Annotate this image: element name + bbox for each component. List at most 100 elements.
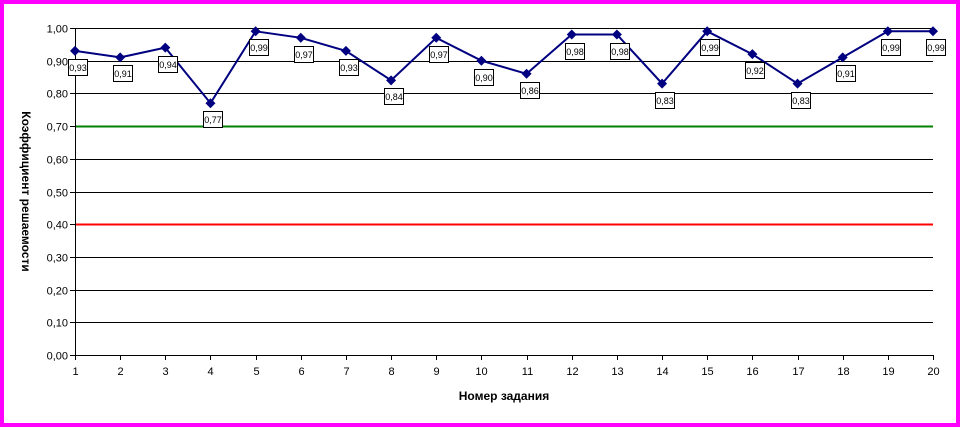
data-label-box bbox=[836, 65, 856, 82]
data-point bbox=[205, 98, 216, 109]
x-tick-label: 6 bbox=[298, 366, 304, 378]
data-label-box bbox=[294, 46, 314, 63]
y-tick-label: 0,30 bbox=[47, 253, 68, 265]
x-tick-label: 2 bbox=[117, 366, 123, 378]
x-tick-label: 16 bbox=[746, 366, 758, 378]
data-label-text: 0,84 bbox=[385, 92, 403, 102]
series-line bbox=[74, 30, 933, 105]
data-label-box bbox=[339, 59, 359, 76]
x-tick-label: 3 bbox=[162, 366, 168, 378]
data-label-box bbox=[429, 46, 449, 63]
y-tick-label: 0,50 bbox=[47, 188, 68, 200]
x-tick-label: 9 bbox=[433, 366, 439, 378]
data-point bbox=[928, 26, 938, 37]
y-tick-label: 0,80 bbox=[47, 89, 68, 101]
data-label-text: 0,86 bbox=[521, 86, 539, 96]
data-label: 0,98 bbox=[610, 43, 630, 60]
data-label-text: 0,90 bbox=[475, 73, 493, 83]
data-label: 0,99 bbox=[926, 39, 946, 56]
data-label: 0,99 bbox=[881, 39, 901, 56]
data-label: 0,77 bbox=[203, 111, 223, 128]
x-tick-label: 5 bbox=[253, 366, 259, 378]
gridlines bbox=[75, 28, 933, 323]
y-tick-label: 0,40 bbox=[47, 220, 68, 232]
data-label-text: 0,98 bbox=[566, 47, 584, 57]
data-label-text: 0,91 bbox=[114, 69, 132, 79]
y-tick-labels: 0,00 0,10 0,20 0,30 0,40 0,50 0,60 0,70 0,80 0,90… bbox=[47, 24, 75, 363]
data-label-text: 0,99 bbox=[701, 43, 719, 53]
x-tick-labels: 1 2 3 4 5 6 7 8 9 10 11 12 13 14 15 16 17 18 19 20 bbox=[72, 355, 940, 378]
y-tick-label: 0,10 bbox=[47, 318, 68, 330]
data-label-box bbox=[384, 88, 404, 105]
data-label-text: 0,99 bbox=[927, 43, 945, 53]
data-label-box bbox=[113, 65, 133, 82]
data-label-text: 0,77 bbox=[204, 115, 222, 125]
data-label: 0,94 bbox=[158, 56, 178, 73]
data-label-text: 0,98 bbox=[611, 47, 629, 57]
data-label-box bbox=[203, 111, 223, 128]
y-axis-title: Коэффициент решаемости bbox=[19, 111, 33, 271]
data-label-box bbox=[745, 62, 765, 79]
data-label-box bbox=[565, 43, 585, 60]
data-point bbox=[70, 45, 80, 56]
x-tick-label: 15 bbox=[701, 366, 713, 378]
x-tick-label: 8 bbox=[388, 366, 394, 378]
data-label: 0,99 bbox=[700, 39, 720, 56]
x-tick-label: 7 bbox=[343, 366, 349, 378]
y-tick-label: 0,00 bbox=[47, 351, 68, 363]
axes bbox=[70, 28, 933, 360]
data-label: 0,83 bbox=[791, 92, 811, 109]
data-label: 0,83 bbox=[655, 92, 675, 109]
data-point bbox=[702, 26, 713, 37]
data-point bbox=[792, 78, 803, 89]
data-point bbox=[386, 75, 397, 86]
x-tick-label: 11 bbox=[522, 366, 533, 378]
data-point bbox=[521, 68, 532, 79]
data-point bbox=[837, 52, 848, 63]
x-tick-label: 20 bbox=[927, 366, 939, 378]
y-tick-label: 0,90 bbox=[47, 57, 68, 69]
data-label-box bbox=[249, 39, 269, 56]
y-tick-label: 1,00 bbox=[47, 24, 68, 36]
series-polyline bbox=[74, 30, 933, 105]
data-label-text: 0,91 bbox=[837, 69, 855, 79]
data-label: 0,91 bbox=[113, 65, 133, 82]
x-tick-label: 13 bbox=[611, 366, 623, 378]
data-point bbox=[882, 26, 893, 37]
data-label-text: 0,97 bbox=[430, 50, 448, 60]
data-label-text: 0,99 bbox=[250, 43, 268, 53]
data-label-box bbox=[655, 92, 675, 109]
data-points bbox=[70, 26, 938, 109]
data-label-box bbox=[926, 39, 946, 56]
data-point bbox=[611, 29, 622, 40]
y-tick-label: 0,20 bbox=[47, 286, 68, 298]
data-label: 0,91 bbox=[836, 65, 856, 82]
data-label-box bbox=[520, 82, 540, 99]
data-label-box bbox=[700, 39, 720, 56]
data-label: 0,90 bbox=[474, 69, 494, 86]
data-point bbox=[747, 49, 758, 60]
y-tick-label: 0,70 bbox=[47, 122, 68, 134]
x-tick-label: 12 bbox=[566, 366, 578, 378]
data-label: 0,92 bbox=[745, 62, 765, 79]
y-tick-label: 0,60 bbox=[47, 155, 68, 167]
line-chart: 0,00 0,10 0,20 0,30 0,40 0,50 0,60 0,70 0,80 0,90… bbox=[19, 24, 946, 403]
data-point bbox=[340, 45, 351, 56]
data-label-text: 0,94 bbox=[159, 60, 177, 70]
data-label-text: 0,92 bbox=[746, 66, 764, 76]
x-tick-label: 19 bbox=[882, 366, 894, 378]
data-label: 0,86 bbox=[520, 82, 540, 99]
data-label: 0,99 bbox=[249, 39, 269, 56]
data-label-text: 0,97 bbox=[295, 50, 313, 60]
data-label-text: 0,93 bbox=[340, 63, 358, 73]
reference-lines bbox=[75, 125, 933, 226]
x-tick-label: 14 bbox=[656, 366, 668, 378]
data-point bbox=[657, 78, 668, 89]
data-point bbox=[250, 26, 261, 37]
data-labels: 0,93 0,91 0,94 0,77 0,99 0,97 0,93 0,84 0,97 0,90… bbox=[68, 39, 946, 128]
data-label: 0,97 bbox=[294, 46, 314, 63]
data-point bbox=[566, 29, 577, 40]
data-label: 0,93 bbox=[68, 59, 88, 76]
data-label-box bbox=[68, 59, 88, 76]
data-point bbox=[160, 42, 171, 53]
